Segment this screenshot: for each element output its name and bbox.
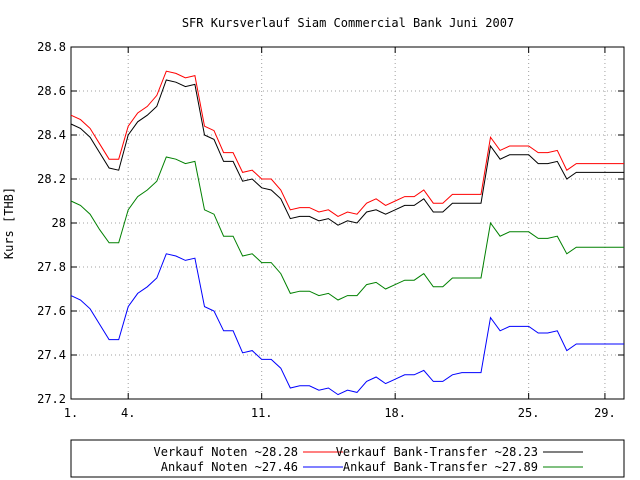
legend-label: Ankauf Noten ~27.46 <box>161 460 298 474</box>
legend-frame <box>70 439 625 478</box>
x-tick-label: 29. <box>594 406 616 420</box>
grid <box>71 47 624 399</box>
y-tick-label: 28 <box>52 216 66 230</box>
y-tick-label: 28.6 <box>37 84 66 98</box>
x-tick-label: 4. <box>121 406 135 420</box>
y-tick-label: 27.8 <box>37 260 66 274</box>
y-tick-label: 28.4 <box>37 128 66 142</box>
x-tick-label: 25. <box>518 406 540 420</box>
axis-ticks: 27.2 27.4 27.6 27.8 28 28.2 28.4 28.6 28.8 1. 4. 11… <box>37 40 624 420</box>
x-tick-label: 18. <box>384 406 406 420</box>
x-tick-label: 1. <box>64 406 78 420</box>
y-tick-label: 27.2 <box>37 392 66 406</box>
y-tick-label: 27.6 <box>37 304 66 318</box>
legend: Verkauf Noten ~28.28 Verkauf Bank-Transfe… <box>154 445 583 474</box>
y-tick-label: 27.4 <box>37 348 66 362</box>
legend-label: Verkauf Noten ~28.28 <box>154 445 299 459</box>
series-line-3 <box>70 156 624 301</box>
legend-label: Ankauf Bank-Transfer ~27.89 <box>343 460 538 474</box>
y-axis-label: Kurs [THB] <box>2 187 16 259</box>
y-tick-label: 28.2 <box>37 172 66 186</box>
series-line-1 <box>70 79 624 226</box>
series-line-0 <box>70 70 624 217</box>
legend-label: Verkauf Bank-Transfer ~28.23 <box>336 445 538 459</box>
chart-title: SFR Kursverlauf Siam Commercial Bank Jun… <box>182 16 514 30</box>
series-lines <box>70 70 624 396</box>
series-line-2 <box>70 253 624 396</box>
x-tick-label: 11. <box>251 406 273 420</box>
y-tick-label: 28.8 <box>37 40 66 54</box>
